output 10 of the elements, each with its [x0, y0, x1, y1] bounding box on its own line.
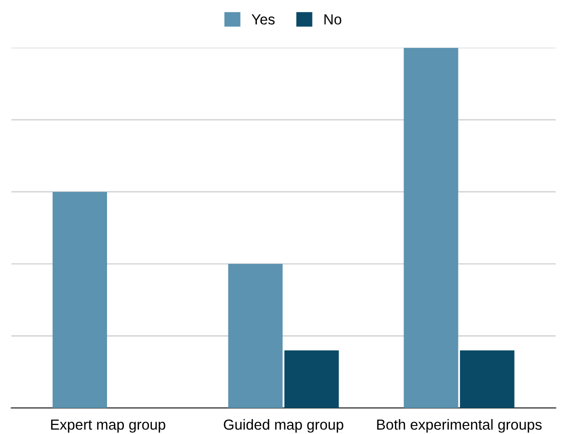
- legend-label: Yes: [252, 14, 275, 25]
- bar: [404, 48, 458, 408]
- bar: [52, 192, 108, 408]
- bar: [460, 350, 514, 408]
- x-tick-label: Both experimental groups: [377, 419, 542, 433]
- legend-label: No: [324, 14, 342, 25]
- bar: [228, 264, 283, 408]
- x-tick-label: Expert map group: [51, 420, 166, 433]
- bar: [284, 350, 339, 408]
- x-tick-label: Guided map group: [224, 419, 344, 433]
